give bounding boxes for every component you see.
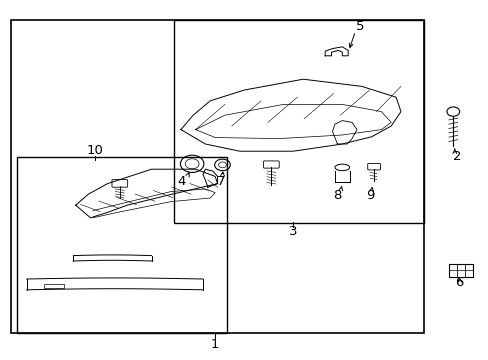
Bar: [44, 284, 63, 288]
Text: 1: 1: [210, 338, 219, 351]
Text: 10: 10: [87, 144, 103, 157]
Text: 7: 7: [216, 175, 225, 188]
Text: 5: 5: [355, 20, 364, 33]
Text: 2: 2: [452, 150, 461, 163]
Text: 9: 9: [366, 189, 374, 202]
Text: 6: 6: [454, 276, 463, 289]
Text: 4: 4: [177, 175, 186, 188]
Bar: [448, 264, 472, 277]
Text: 8: 8: [332, 189, 341, 202]
Bar: [173, 20, 423, 223]
Text: 3: 3: [288, 225, 297, 238]
Bar: [17, 157, 227, 333]
Bar: [11, 20, 423, 333]
